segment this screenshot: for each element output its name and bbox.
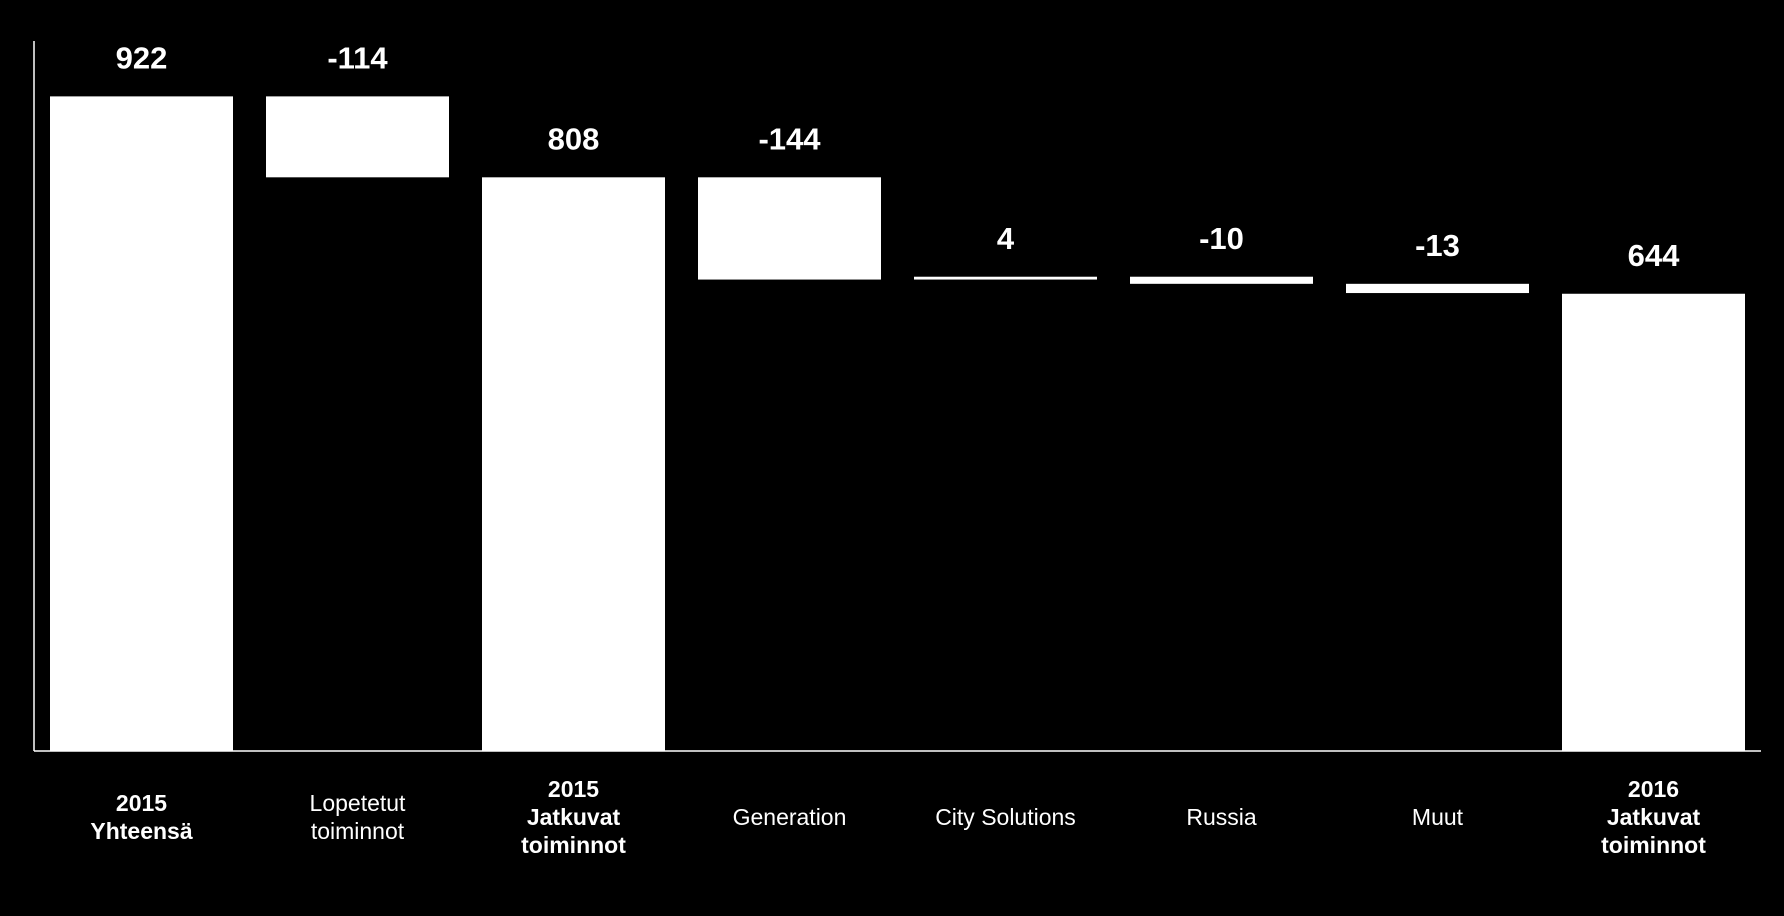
bar <box>266 96 449 178</box>
bar <box>50 96 233 751</box>
value-label: 4 <box>997 221 1015 256</box>
value-label: -10 <box>1199 221 1244 256</box>
bar <box>482 177 665 751</box>
x-tick-label: Generation <box>733 804 847 830</box>
value-label: 922 <box>116 41 168 76</box>
value-label: -114 <box>327 41 388 76</box>
x-tick-label: 2016 <box>1628 776 1679 802</box>
value-label: 644 <box>1628 238 1680 273</box>
value-label: -13 <box>1415 228 1460 263</box>
bar <box>1562 293 1745 751</box>
x-tick-label: Jatkuvat <box>1607 804 1701 830</box>
bar <box>698 177 881 280</box>
x-tick-label: Yhteensä <box>90 818 192 844</box>
x-tick-label: Muut <box>1412 804 1464 830</box>
x-tick-label: toiminnot <box>1601 832 1706 858</box>
bar <box>1130 276 1313 284</box>
x-tick-label: City Solutions <box>935 804 1076 830</box>
x-tick-label: Lopetetut <box>310 790 407 816</box>
x-tick-label: 2015 <box>548 776 599 802</box>
bar <box>1346 283 1529 294</box>
x-tick-label: toiminnot <box>521 832 626 858</box>
value-label: -144 <box>758 122 821 157</box>
x-tick-label: toiminnot <box>311 818 405 844</box>
x-tick-label: Jatkuvat <box>527 804 621 830</box>
x-tick-label: Russia <box>1186 804 1257 830</box>
bar <box>914 276 1097 280</box>
value-label: 808 <box>548 122 600 157</box>
x-tick-label: 2015 <box>116 790 167 816</box>
